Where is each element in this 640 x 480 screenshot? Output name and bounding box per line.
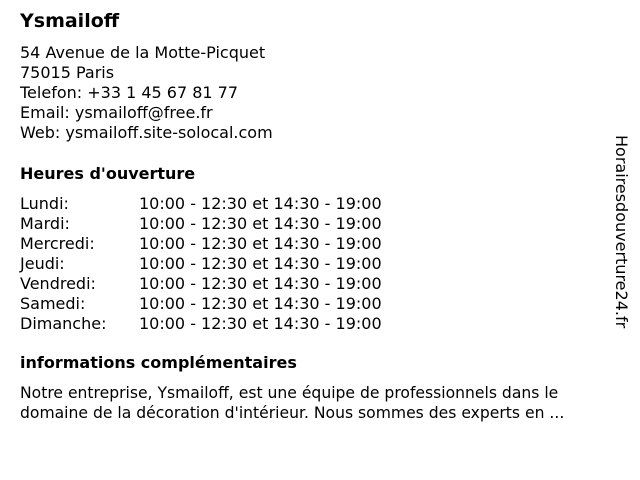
time: 10:00 - 12:30 et 14:30 - 19:00: [139, 254, 382, 273]
hours-heading: Heures d'ouverture: [20, 164, 196, 183]
day: Mercredi:: [20, 234, 95, 253]
hours-row: Samedi: 10:00 - 12:30 et 14:30 - 19:00: [20, 294, 382, 314]
hours-row: Lundi: 10:00 - 12:30 et 14:30 - 19:00: [20, 194, 382, 214]
time: 10:00 - 12:30 et 14:30 - 19:00: [139, 294, 382, 313]
description-line: Notre entreprise, Ysmailoff, est une équ…: [20, 384, 559, 402]
contact-block: 54 Avenue de la Motte-Picquet 75015 Pari…: [20, 43, 273, 143]
website: Web: ysmailoff.site-solocal.com: [20, 123, 273, 142]
time: 10:00 - 12:30 et 14:30 - 19:00: [139, 194, 382, 213]
hours-table: Lundi: 10:00 - 12:30 et 14:30 - 19:00 Mar…: [20, 194, 382, 334]
hours-row: Dimanche: 10:00 - 12:30 et 14:30 - 19:00: [20, 314, 382, 334]
business-name: Ysmailoff: [20, 10, 120, 32]
day: Jeudi:: [20, 254, 65, 273]
hours-row: Mardi: 10:00 - 12:30 et 14:30 - 19:00: [20, 214, 382, 234]
address-street: 54 Avenue de la Motte-Picquet: [20, 43, 266, 62]
day: Mardi:: [20, 214, 70, 233]
info-heading: informations complémentaires: [20, 353, 297, 372]
time: 10:00 - 12:30 et 14:30 - 19:00: [139, 274, 382, 293]
day: Vendredi:: [20, 274, 96, 293]
time: 10:00 - 12:30 et 14:30 - 19:00: [139, 214, 382, 233]
day: Lundi:: [20, 194, 69, 213]
hours-row: Jeudi: 10:00 - 12:30 et 14:30 - 19:00: [20, 254, 382, 274]
email: Email: ysmailoff@free.fr: [20, 103, 213, 122]
day: Dimanche:: [20, 314, 107, 333]
hours-row: Vendredi: 10:00 - 12:30 et 14:30 - 19:00: [20, 274, 382, 294]
description: Notre entreprise, Ysmailoff, est une équ…: [20, 383, 564, 423]
description-line: domaine de la décoration d'intérieur. No…: [20, 404, 565, 422]
time: 10:00 - 12:30 et 14:30 - 19:00: [139, 234, 382, 253]
day: Samedi:: [20, 294, 86, 313]
time: 10:00 - 12:30 et 14:30 - 19:00: [139, 314, 382, 333]
address-city: 75015 Paris: [20, 63, 115, 82]
phone: Telefon: +33 1 45 67 81 77: [20, 83, 239, 102]
hours-row: Mercredi: 10:00 - 12:30 et 14:30 - 19:00: [20, 234, 382, 254]
site-watermark: Horairesdouverture24.fr: [612, 135, 631, 329]
